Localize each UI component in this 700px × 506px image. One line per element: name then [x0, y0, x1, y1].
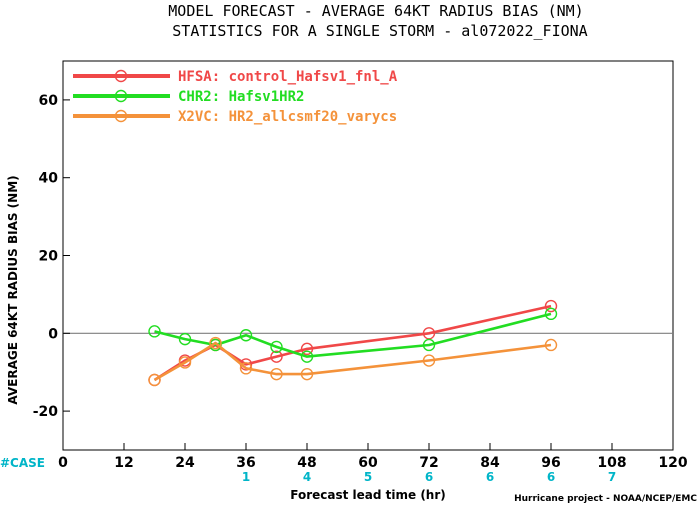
data-point: [178, 356, 192, 369]
case-count: 6: [547, 470, 555, 484]
x-tick-label: 0: [58, 455, 68, 471]
legend-label: CHR2: Hafsv1HR2: [178, 89, 304, 105]
case-count: 6: [425, 470, 433, 484]
data-point: [544, 299, 558, 313]
case-count: 1: [242, 470, 250, 484]
x-tick-label: 120: [658, 455, 687, 471]
data-point: [148, 325, 161, 338]
data-point: [544, 307, 558, 321]
credit-text: Hurricane project - NOAA/NCEP/EMC: [514, 494, 697, 504]
series-layer: [148, 299, 558, 387]
case-count: 7: [608, 470, 616, 484]
case-count: 4: [303, 470, 311, 484]
y-axis-ticks: -20 0 20 40 60: [33, 93, 70, 420]
case-count: 5: [364, 470, 372, 484]
data-point: [270, 340, 283, 354]
x-tick-label: 36: [236, 455, 255, 471]
y-axis-label: AVERAGE 64KT RADIUS BIAS (NM): [6, 175, 20, 404]
x-axis-ticks: 0 12 24 36 48 60 72 84 96 108 120: [58, 443, 688, 471]
x-tick-label: 12: [114, 455, 133, 471]
y-tick-label: -20: [33, 404, 59, 420]
data-point: [300, 350, 314, 363]
legend-label: X2VC: HR2_allcsmf20_varycs: [178, 109, 397, 125]
legend: HFSA: control_Hafsv1_fnl_A CHR2: Hafsv1HR…: [73, 69, 398, 125]
x-axis-label: Forecast lead time (hr): [290, 488, 446, 502]
legend-marker: [114, 109, 128, 123]
data-point: [270, 367, 283, 381]
data-point: [300, 342, 314, 356]
case-count: 6: [486, 470, 494, 484]
chart-title: MODEL FORECAST - AVERAGE 64KT RADIUS BIA…: [168, 2, 583, 20]
legend-marker: [114, 69, 128, 83]
data-point: [422, 354, 436, 367]
case-counts: 1 4 5 6 6 6 7: [242, 470, 616, 484]
data-point: [422, 338, 436, 352]
data-point: [270, 350, 283, 363]
y-tick-label: 60: [39, 93, 59, 109]
x-tick-label: 84: [480, 455, 500, 471]
data-point: [209, 336, 222, 350]
y-tick-label: 40: [39, 171, 59, 187]
data-point: [239, 362, 253, 375]
x-tick-label: 96: [541, 455, 560, 471]
x-tick-label: 60: [358, 455, 378, 471]
x-tick-label: 72: [419, 455, 438, 471]
data-point: [239, 329, 253, 342]
data-point: [148, 373, 161, 387]
y-tick-label: 0: [48, 326, 58, 342]
legend-marker: [114, 89, 128, 103]
x-tick-label: 24: [175, 455, 195, 471]
legend-label: HFSA: control_Hafsv1_fnl_A: [178, 69, 398, 85]
case-label: #CASE: [0, 456, 45, 470]
data-point: [544, 338, 558, 352]
chart-subtitle: STATISTICS FOR A SINGLE STORM - al072022…: [172, 22, 587, 40]
data-point: [300, 367, 314, 381]
x-tick-label: 48: [297, 455, 316, 471]
y-tick-label: 20: [39, 249, 59, 265]
data-point: [178, 332, 192, 346]
x-tick-label: 108: [597, 455, 626, 471]
